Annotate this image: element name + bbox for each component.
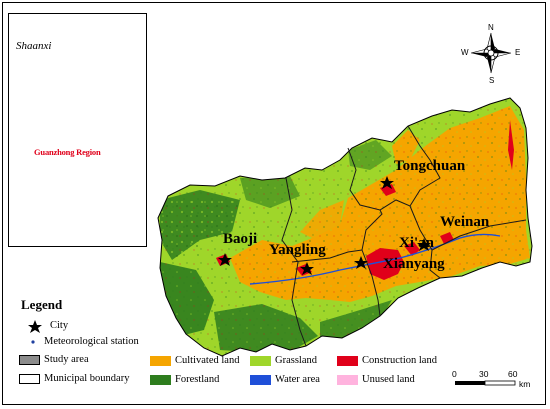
inset-region-label: Guanzhong Region [34,147,101,157]
scale-tick-60: 60 [508,369,518,379]
legend-dot-icon [31,340,35,344]
city-label-weinan: Weinan [440,214,490,230]
city-star-baoji [218,253,232,266]
compass-west: W [461,48,469,57]
city-star-tongchuan [380,176,394,189]
legend-label-cultivated: Cultivated land [175,355,240,366]
scale-bar [455,380,516,386]
city-star-yangling [300,262,314,275]
scale-tick-0: 0 [452,369,457,379]
legend-title: Legend [21,297,63,312]
legend-label-unused: Unused land [362,374,415,385]
city-label-baoji: Baoji [223,231,258,247]
legend-label-grassland: Grassland [275,355,317,366]
city-star-xian [417,238,431,251]
municipal-boundaries [281,125,527,347]
legend-label-city: City [50,320,69,331]
legend-swatch-municipal [19,374,40,384]
legend-swatch-grassland [250,356,271,366]
legend-swatch-study-area [19,355,40,365]
city-label-tongchuan: Tongchuan [394,158,466,174]
legend-label-forest: Forestland [175,374,220,385]
legend-swatch-water [250,375,271,385]
legend-label-study-area: Study area [44,354,89,365]
inset-province-label: Shaanxi [16,40,52,52]
legend-label-construction: Construction land [362,355,437,366]
compass-rose [470,32,512,74]
legend-star-icon [28,320,42,333]
legend-swatch-unused [337,375,358,385]
legend-swatch-cultivated [150,356,171,366]
legend-label-station: Meteorological station [44,336,139,347]
city-label-xianyang: Xianyang [383,256,445,272]
city-star-xianyang [354,256,368,269]
city-label-xian: Xi'an [399,235,435,251]
inset-map-frame [8,13,147,247]
figure-frame [2,2,546,405]
legend-swatch-construction [337,356,358,366]
city-markers [218,176,431,275]
scale-tick-30: 30 [479,369,489,379]
compass-south: S [489,76,495,85]
compass-north: N [488,23,494,32]
legend-swatch-forest [150,375,171,385]
compass-east: E [515,48,521,57]
legend-label-water: Water area [275,374,320,385]
legend-label-municipal: Municipal boundary [44,373,130,384]
city-label-yangling: Yangling [269,242,326,258]
scale-unit: km [519,379,531,389]
